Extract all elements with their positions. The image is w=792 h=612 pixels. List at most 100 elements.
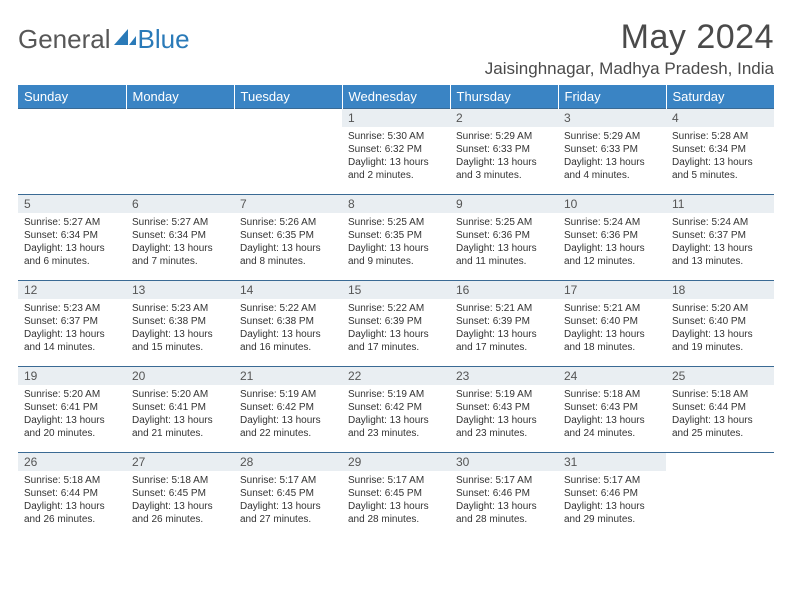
day-details: Sunrise: 5:18 AMSunset: 6:44 PMDaylight:… [18, 471, 126, 528]
calendar-cell: 16Sunrise: 5:21 AMSunset: 6:39 PMDayligh… [450, 281, 558, 367]
calendar-cell: 18Sunrise: 5:20 AMSunset: 6:40 PMDayligh… [666, 281, 774, 367]
calendar-cell: 5Sunrise: 5:27 AMSunset: 6:34 PMDaylight… [18, 195, 126, 281]
calendar-cell: 29Sunrise: 5:17 AMSunset: 6:45 PMDayligh… [342, 453, 450, 539]
calendar-cell: 26Sunrise: 5:18 AMSunset: 6:44 PMDayligh… [18, 453, 126, 539]
day-number: 14 [234, 281, 342, 299]
calendar-cell: 6Sunrise: 5:27 AMSunset: 6:34 PMDaylight… [126, 195, 234, 281]
calendar-cell: 27Sunrise: 5:18 AMSunset: 6:45 PMDayligh… [126, 453, 234, 539]
day-number: 27 [126, 453, 234, 471]
day-number: 29 [342, 453, 450, 471]
day-number: 4 [666, 109, 774, 127]
calendar-table: Sunday Monday Tuesday Wednesday Thursday… [18, 85, 774, 539]
day-details: Sunrise: 5:27 AMSunset: 6:34 PMDaylight:… [18, 213, 126, 270]
logo-text-1: General [18, 24, 111, 55]
calendar-row: 1Sunrise: 5:30 AMSunset: 6:32 PMDaylight… [18, 109, 774, 195]
day-number: 8 [342, 195, 450, 213]
day-details: Sunrise: 5:24 AMSunset: 6:36 PMDaylight:… [558, 213, 666, 270]
day-details: Sunrise: 5:19 AMSunset: 6:42 PMDaylight:… [234, 385, 342, 442]
day-number: 6 [126, 195, 234, 213]
day-details: Sunrise: 5:20 AMSunset: 6:40 PMDaylight:… [666, 299, 774, 356]
calendar-cell [18, 109, 126, 195]
day-number: 21 [234, 367, 342, 385]
calendar-row: 26Sunrise: 5:18 AMSunset: 6:44 PMDayligh… [18, 453, 774, 539]
calendar-cell: 17Sunrise: 5:21 AMSunset: 6:40 PMDayligh… [558, 281, 666, 367]
day-number: 9 [450, 195, 558, 213]
page-subtitle: Jaisinghnagar, Madhya Pradesh, India [485, 59, 774, 79]
day-details: Sunrise: 5:20 AMSunset: 6:41 PMDaylight:… [18, 385, 126, 442]
day-number: 12 [18, 281, 126, 299]
day-details: Sunrise: 5:27 AMSunset: 6:34 PMDaylight:… [126, 213, 234, 270]
calendar-cell: 7Sunrise: 5:26 AMSunset: 6:35 PMDaylight… [234, 195, 342, 281]
day-details: Sunrise: 5:26 AMSunset: 6:35 PMDaylight:… [234, 213, 342, 270]
day-number: 30 [450, 453, 558, 471]
day-details: Sunrise: 5:25 AMSunset: 6:35 PMDaylight:… [342, 213, 450, 270]
day-details: Sunrise: 5:30 AMSunset: 6:32 PMDaylight:… [342, 127, 450, 184]
title-block: May 2024 Jaisinghnagar, Madhya Pradesh, … [485, 18, 774, 79]
day-details: Sunrise: 5:24 AMSunset: 6:37 PMDaylight:… [666, 213, 774, 270]
day-details: Sunrise: 5:18 AMSunset: 6:43 PMDaylight:… [558, 385, 666, 442]
col-header: Friday [558, 85, 666, 109]
calendar-cell: 21Sunrise: 5:19 AMSunset: 6:42 PMDayligh… [234, 367, 342, 453]
day-details: Sunrise: 5:22 AMSunset: 6:39 PMDaylight:… [342, 299, 450, 356]
day-number: 1 [342, 109, 450, 127]
day-details: Sunrise: 5:21 AMSunset: 6:39 PMDaylight:… [450, 299, 558, 356]
day-details: Sunrise: 5:18 AMSunset: 6:44 PMDaylight:… [666, 385, 774, 442]
col-header: Thursday [450, 85, 558, 109]
col-header: Wednesday [342, 85, 450, 109]
calendar-cell: 8Sunrise: 5:25 AMSunset: 6:35 PMDaylight… [342, 195, 450, 281]
calendar-cell: 13Sunrise: 5:23 AMSunset: 6:38 PMDayligh… [126, 281, 234, 367]
calendar-cell: 14Sunrise: 5:22 AMSunset: 6:38 PMDayligh… [234, 281, 342, 367]
calendar-row: 5Sunrise: 5:27 AMSunset: 6:34 PMDaylight… [18, 195, 774, 281]
calendar-cell [234, 109, 342, 195]
calendar-cell [126, 109, 234, 195]
header: General Blue May 2024 Jaisinghnagar, Mad… [18, 18, 774, 79]
day-details: Sunrise: 5:18 AMSunset: 6:45 PMDaylight:… [126, 471, 234, 528]
day-details: Sunrise: 5:28 AMSunset: 6:34 PMDaylight:… [666, 127, 774, 184]
calendar-cell: 2Sunrise: 5:29 AMSunset: 6:33 PMDaylight… [450, 109, 558, 195]
calendar-cell: 30Sunrise: 5:17 AMSunset: 6:46 PMDayligh… [450, 453, 558, 539]
calendar-cell [666, 453, 774, 539]
calendar-row: 19Sunrise: 5:20 AMSunset: 6:41 PMDayligh… [18, 367, 774, 453]
logo-sail-icon [114, 27, 136, 52]
day-number: 7 [234, 195, 342, 213]
day-number: 31 [558, 453, 666, 471]
day-details: Sunrise: 5:20 AMSunset: 6:41 PMDaylight:… [126, 385, 234, 442]
day-details: Sunrise: 5:21 AMSunset: 6:40 PMDaylight:… [558, 299, 666, 356]
day-number: 15 [342, 281, 450, 299]
day-number: 26 [18, 453, 126, 471]
day-details: Sunrise: 5:17 AMSunset: 6:45 PMDaylight:… [342, 471, 450, 528]
logo-text-2: Blue [138, 24, 190, 55]
day-number: 16 [450, 281, 558, 299]
day-details: Sunrise: 5:17 AMSunset: 6:46 PMDaylight:… [450, 471, 558, 528]
day-number: 19 [18, 367, 126, 385]
calendar-cell: 15Sunrise: 5:22 AMSunset: 6:39 PMDayligh… [342, 281, 450, 367]
day-details: Sunrise: 5:29 AMSunset: 6:33 PMDaylight:… [450, 127, 558, 184]
calendar-cell: 9Sunrise: 5:25 AMSunset: 6:36 PMDaylight… [450, 195, 558, 281]
day-details: Sunrise: 5:29 AMSunset: 6:33 PMDaylight:… [558, 127, 666, 184]
calendar-cell: 3Sunrise: 5:29 AMSunset: 6:33 PMDaylight… [558, 109, 666, 195]
logo: General Blue [18, 24, 190, 55]
calendar-cell: 24Sunrise: 5:18 AMSunset: 6:43 PMDayligh… [558, 367, 666, 453]
day-number: 11 [666, 195, 774, 213]
calendar-cell: 11Sunrise: 5:24 AMSunset: 6:37 PMDayligh… [666, 195, 774, 281]
day-number: 25 [666, 367, 774, 385]
day-details: Sunrise: 5:17 AMSunset: 6:46 PMDaylight:… [558, 471, 666, 528]
col-header: Saturday [666, 85, 774, 109]
day-number: 24 [558, 367, 666, 385]
day-number: 20 [126, 367, 234, 385]
day-number: 28 [234, 453, 342, 471]
day-number: 23 [450, 367, 558, 385]
day-number: 2 [450, 109, 558, 127]
calendar-cell: 20Sunrise: 5:20 AMSunset: 6:41 PMDayligh… [126, 367, 234, 453]
day-details: Sunrise: 5:17 AMSunset: 6:45 PMDaylight:… [234, 471, 342, 528]
day-number: 18 [666, 281, 774, 299]
day-number: 5 [18, 195, 126, 213]
day-number: 22 [342, 367, 450, 385]
day-details: Sunrise: 5:23 AMSunset: 6:37 PMDaylight:… [18, 299, 126, 356]
calendar-cell: 28Sunrise: 5:17 AMSunset: 6:45 PMDayligh… [234, 453, 342, 539]
col-header: Sunday [18, 85, 126, 109]
calendar-cell: 22Sunrise: 5:19 AMSunset: 6:42 PMDayligh… [342, 367, 450, 453]
day-details: Sunrise: 5:19 AMSunset: 6:42 PMDaylight:… [342, 385, 450, 442]
day-details: Sunrise: 5:25 AMSunset: 6:36 PMDaylight:… [450, 213, 558, 270]
calendar-cell: 1Sunrise: 5:30 AMSunset: 6:32 PMDaylight… [342, 109, 450, 195]
